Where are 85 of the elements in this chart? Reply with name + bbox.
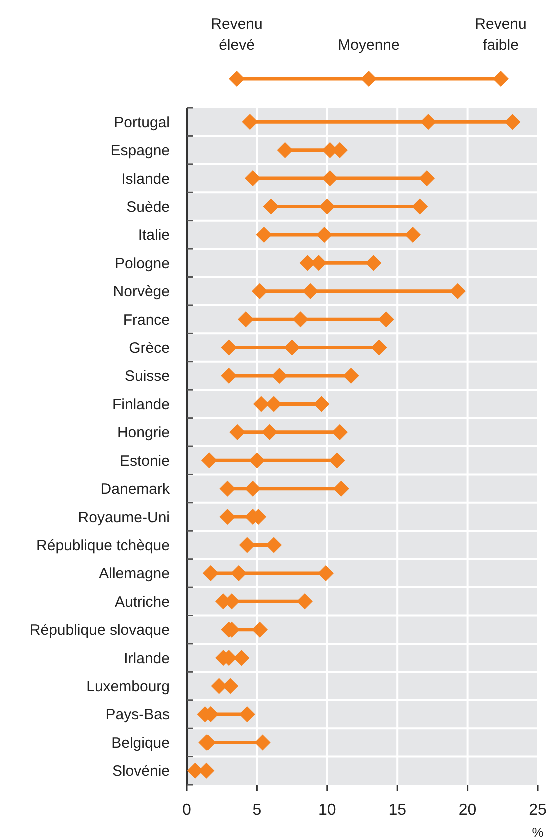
- point: [266, 537, 282, 554]
- point: [504, 114, 521, 130]
- y-tick-label: Estonie: [120, 452, 170, 470]
- y-tick-label: République slovaque: [30, 622, 170, 640]
- point: [263, 198, 280, 215]
- point: [272, 368, 288, 384]
- point: [254, 734, 271, 751]
- point: [221, 340, 238, 356]
- point: [419, 170, 436, 187]
- y-tick-label: Espagne: [110, 142, 170, 160]
- y-tick-label: Suède: [126, 198, 170, 216]
- text: Revenu élevé: [211, 16, 263, 54]
- point: [302, 283, 319, 300]
- point: [234, 650, 250, 666]
- y-tick-label: Luxembourg: [86, 678, 170, 696]
- point: [296, 594, 313, 610]
- point: [201, 452, 218, 469]
- point: [252, 622, 268, 638]
- point: [412, 198, 428, 215]
- text: Moyenne: [338, 37, 400, 54]
- point: [238, 312, 254, 328]
- point: [378, 312, 394, 328]
- y-tick-label: Pologne: [114, 255, 170, 272]
- y-tick-label: Slovénie: [112, 763, 170, 780]
- y-tick-label: Suisse: [124, 368, 170, 386]
- point: [329, 452, 346, 469]
- point: [266, 396, 282, 412]
- x-tick-label: 25: [529, 802, 547, 819]
- x-tick-label: 15: [388, 802, 407, 819]
- point: [366, 255, 382, 272]
- y-tick-label: Belgique: [112, 734, 170, 752]
- point: [316, 226, 333, 243]
- point: [343, 368, 360, 384]
- y-tick-label: Italie: [138, 227, 170, 244]
- y-tick-label: Royaume-Uni: [78, 509, 170, 526]
- point: [292, 312, 309, 328]
- point: [244, 480, 261, 497]
- y-tick-label: Irlande: [124, 650, 170, 668]
- y-tick-label: Allemagne: [99, 566, 170, 583]
- x-axis-title: %: [532, 825, 544, 839]
- point: [220, 509, 236, 526]
- point: [249, 452, 266, 469]
- y-tick-label: Portugal: [114, 114, 170, 132]
- point: [420, 114, 436, 130]
- y-tick-label: Autriche: [114, 594, 170, 611]
- point: [242, 114, 258, 130]
- point: [222, 678, 239, 694]
- point: [318, 565, 334, 582]
- point: [314, 396, 330, 412]
- point: [230, 565, 247, 582]
- point: [239, 537, 256, 554]
- point: [450, 283, 466, 300]
- point: [322, 170, 338, 187]
- point: [253, 396, 270, 412]
- y-tick-label: République tchèque: [36, 537, 170, 554]
- y-tick-label: France: [123, 312, 170, 329]
- point: [332, 424, 348, 440]
- y-tick-label: Norvège: [113, 284, 170, 301]
- point: [371, 340, 388, 356]
- point: [244, 170, 261, 187]
- point: [202, 565, 219, 582]
- x-tick-label: 5: [252, 802, 262, 819]
- point: [221, 368, 238, 384]
- y-tick-label: Pays-Bas: [106, 706, 170, 724]
- point: [319, 198, 336, 215]
- point: [284, 340, 300, 356]
- point: [333, 480, 350, 497]
- x-tick-label: 20: [458, 802, 477, 819]
- x-tick-label: 0: [182, 802, 192, 819]
- x-tick-label: 10: [318, 802, 336, 819]
- point: [262, 424, 278, 440]
- point: [405, 226, 422, 243]
- y-tick-label: Grèce: [129, 340, 170, 358]
- point: [239, 706, 256, 722]
- y-tick-label: Danemark: [100, 481, 170, 498]
- point: [252, 283, 268, 300]
- point: [277, 142, 294, 158]
- text: Revenu faible: [475, 16, 527, 54]
- y-tick-label: Islande: [122, 170, 170, 188]
- point: [187, 762, 204, 779]
- y-tick-label: Finlande: [112, 396, 170, 414]
- y-tick-label: Hongrie: [117, 424, 170, 442]
- point: [256, 226, 272, 243]
- point: [220, 480, 236, 497]
- point: [230, 424, 246, 440]
